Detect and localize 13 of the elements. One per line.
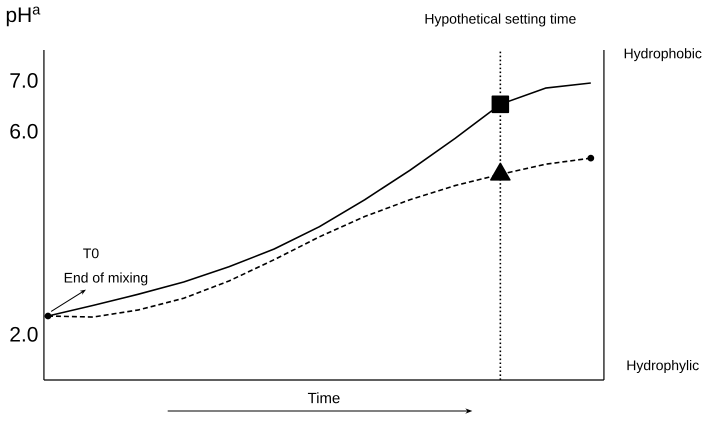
y-tick-label: 2.0 — [10, 326, 38, 342]
y-tick-label: 6.0 — [10, 124, 38, 139]
annotation: End of mixing — [64, 272, 148, 286]
text: Hydrophylic — [627, 360, 699, 373]
point — [492, 96, 510, 114]
text: Hypothetical setting time — [426, 13, 576, 26]
text: Hydrophobic — [624, 48, 702, 62]
annotation: T0 — [83, 248, 99, 258]
point — [44, 312, 52, 320]
y-axis-title: pH$^{a}$ — [6, 6, 40, 26]
y-tick-label: 7.0 — [10, 73, 38, 88]
x-axis-title: Time — [308, 392, 340, 404]
point — [587, 154, 594, 162]
